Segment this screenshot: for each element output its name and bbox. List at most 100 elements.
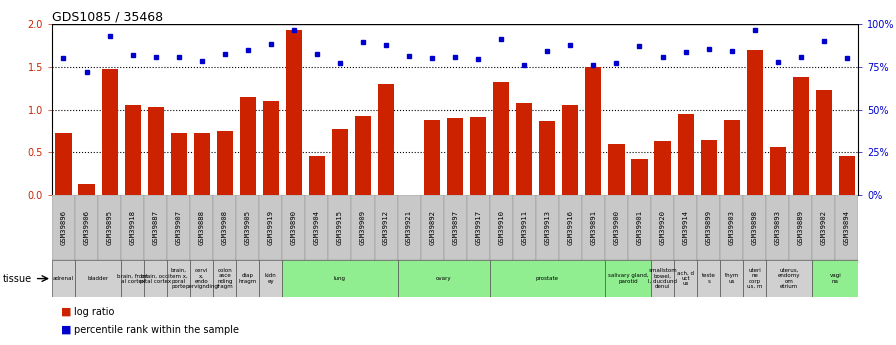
- Bar: [332, 129, 348, 195]
- Bar: [194, 132, 210, 195]
- Bar: [148, 107, 164, 195]
- Text: GSM39887: GSM39887: [152, 210, 159, 245]
- Text: GSM39905: GSM39905: [245, 210, 251, 245]
- Bar: [513, 195, 536, 260]
- Text: GSM39901: GSM39901: [636, 210, 642, 245]
- Text: GSM39892: GSM39892: [429, 210, 435, 245]
- Bar: [170, 132, 186, 195]
- Text: lung: lung: [334, 276, 346, 281]
- Bar: [144, 260, 168, 297]
- Text: uterus,
endomy
om
etrium: uterus, endomy om etrium: [778, 268, 800, 289]
- Bar: [470, 117, 487, 195]
- Bar: [490, 260, 605, 297]
- Text: GSM39916: GSM39916: [567, 210, 573, 245]
- Bar: [813, 260, 858, 297]
- Text: GSM39900: GSM39900: [614, 210, 619, 245]
- Text: GSM39917: GSM39917: [475, 210, 481, 245]
- Bar: [839, 156, 855, 195]
- Bar: [168, 195, 190, 260]
- Text: brain, front
al cortex: brain, front al cortex: [117, 273, 148, 284]
- Bar: [724, 120, 740, 195]
- Text: GDS1085 / 35468: GDS1085 / 35468: [52, 10, 163, 23]
- Text: teste
s: teste s: [702, 273, 716, 284]
- Bar: [259, 195, 282, 260]
- Bar: [52, 195, 75, 260]
- Text: GSM39890: GSM39890: [291, 210, 297, 245]
- Text: colon
asce
nding
fragm: colon asce nding fragm: [217, 268, 233, 289]
- Text: GSM39912: GSM39912: [383, 210, 389, 245]
- Bar: [563, 105, 579, 195]
- Bar: [286, 30, 302, 195]
- Bar: [815, 90, 831, 195]
- Bar: [813, 195, 835, 260]
- Bar: [420, 195, 444, 260]
- Text: uteri
ne
corp
us, m: uteri ne corp us, m: [747, 268, 762, 289]
- Bar: [56, 132, 72, 195]
- Text: GSM39894: GSM39894: [844, 210, 849, 245]
- Text: tissue: tissue: [3, 274, 32, 284]
- Bar: [651, 195, 674, 260]
- Bar: [398, 260, 490, 297]
- Bar: [789, 195, 813, 260]
- Text: GSM39906: GSM39906: [83, 210, 90, 245]
- Bar: [444, 195, 467, 260]
- Text: ■: ■: [61, 325, 72, 335]
- Bar: [654, 141, 670, 195]
- Text: ach, d
uct
us: ach, d uct us: [677, 271, 694, 286]
- Text: GSM39902: GSM39902: [821, 210, 827, 245]
- Text: ovary: ovary: [435, 276, 452, 281]
- Text: kidn
ey: kidn ey: [265, 273, 277, 284]
- Text: GSM39910: GSM39910: [498, 210, 504, 245]
- Bar: [835, 195, 858, 260]
- Text: smallstom
bowel,
l, ducdund
denui: smallstom bowel, l, ducdund denui: [648, 268, 677, 289]
- Text: GSM39911: GSM39911: [521, 210, 527, 245]
- Bar: [75, 260, 121, 297]
- Text: GSM39893: GSM39893: [775, 210, 780, 245]
- Bar: [628, 195, 651, 260]
- Text: GSM39907: GSM39907: [176, 210, 182, 245]
- Bar: [743, 195, 766, 260]
- Bar: [447, 118, 463, 195]
- Text: GSM39898: GSM39898: [752, 210, 758, 245]
- Bar: [329, 195, 351, 260]
- Bar: [190, 195, 213, 260]
- Bar: [766, 260, 813, 297]
- Bar: [79, 184, 95, 195]
- Text: GSM39897: GSM39897: [452, 210, 458, 245]
- Text: prostate: prostate: [536, 276, 559, 281]
- Text: GSM39888: GSM39888: [199, 210, 204, 245]
- Bar: [190, 260, 213, 297]
- Bar: [608, 144, 625, 195]
- Text: GSM39921: GSM39921: [406, 210, 412, 245]
- Bar: [125, 105, 141, 195]
- Text: vagi
na: vagi na: [830, 273, 841, 284]
- Bar: [605, 260, 651, 297]
- Bar: [467, 195, 490, 260]
- Bar: [306, 195, 329, 260]
- Bar: [355, 116, 371, 195]
- Text: GSM39895: GSM39895: [107, 210, 113, 245]
- Bar: [398, 195, 420, 260]
- Text: GSM39903: GSM39903: [728, 210, 735, 245]
- Bar: [746, 50, 762, 195]
- Bar: [101, 69, 117, 195]
- Text: GSM39918: GSM39918: [130, 210, 135, 245]
- Bar: [559, 195, 582, 260]
- Bar: [743, 260, 766, 297]
- Text: GSM39889: GSM39889: [797, 210, 804, 245]
- Text: adrenal: adrenal: [53, 276, 74, 281]
- Bar: [677, 114, 694, 195]
- Text: GSM39913: GSM39913: [545, 210, 550, 245]
- Text: brain,
tem x,
poral
porte: brain, tem x, poral porte: [170, 268, 187, 289]
- Bar: [213, 260, 237, 297]
- Bar: [237, 195, 259, 260]
- Text: GSM39891: GSM39891: [590, 210, 597, 245]
- Bar: [282, 195, 306, 260]
- Bar: [720, 195, 743, 260]
- Bar: [375, 195, 398, 260]
- Bar: [121, 260, 144, 297]
- Bar: [632, 159, 648, 195]
- Text: ■: ■: [61, 307, 72, 317]
- Bar: [240, 97, 256, 195]
- Bar: [490, 195, 513, 260]
